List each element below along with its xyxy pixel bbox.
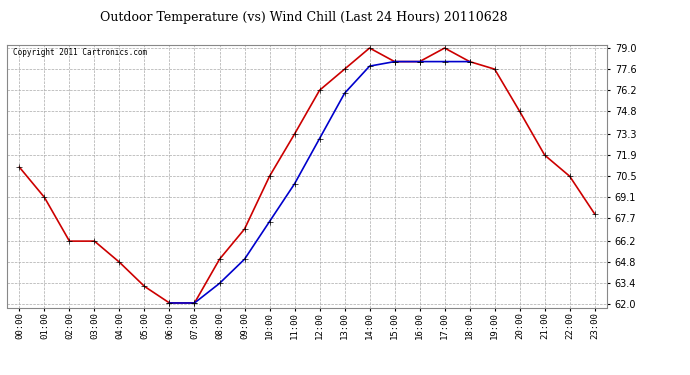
Text: Outdoor Temperature (vs) Wind Chill (Last 24 Hours) 20110628: Outdoor Temperature (vs) Wind Chill (Las… (100, 11, 507, 24)
Text: Copyright 2011 Cartronics.com: Copyright 2011 Cartronics.com (13, 48, 147, 57)
